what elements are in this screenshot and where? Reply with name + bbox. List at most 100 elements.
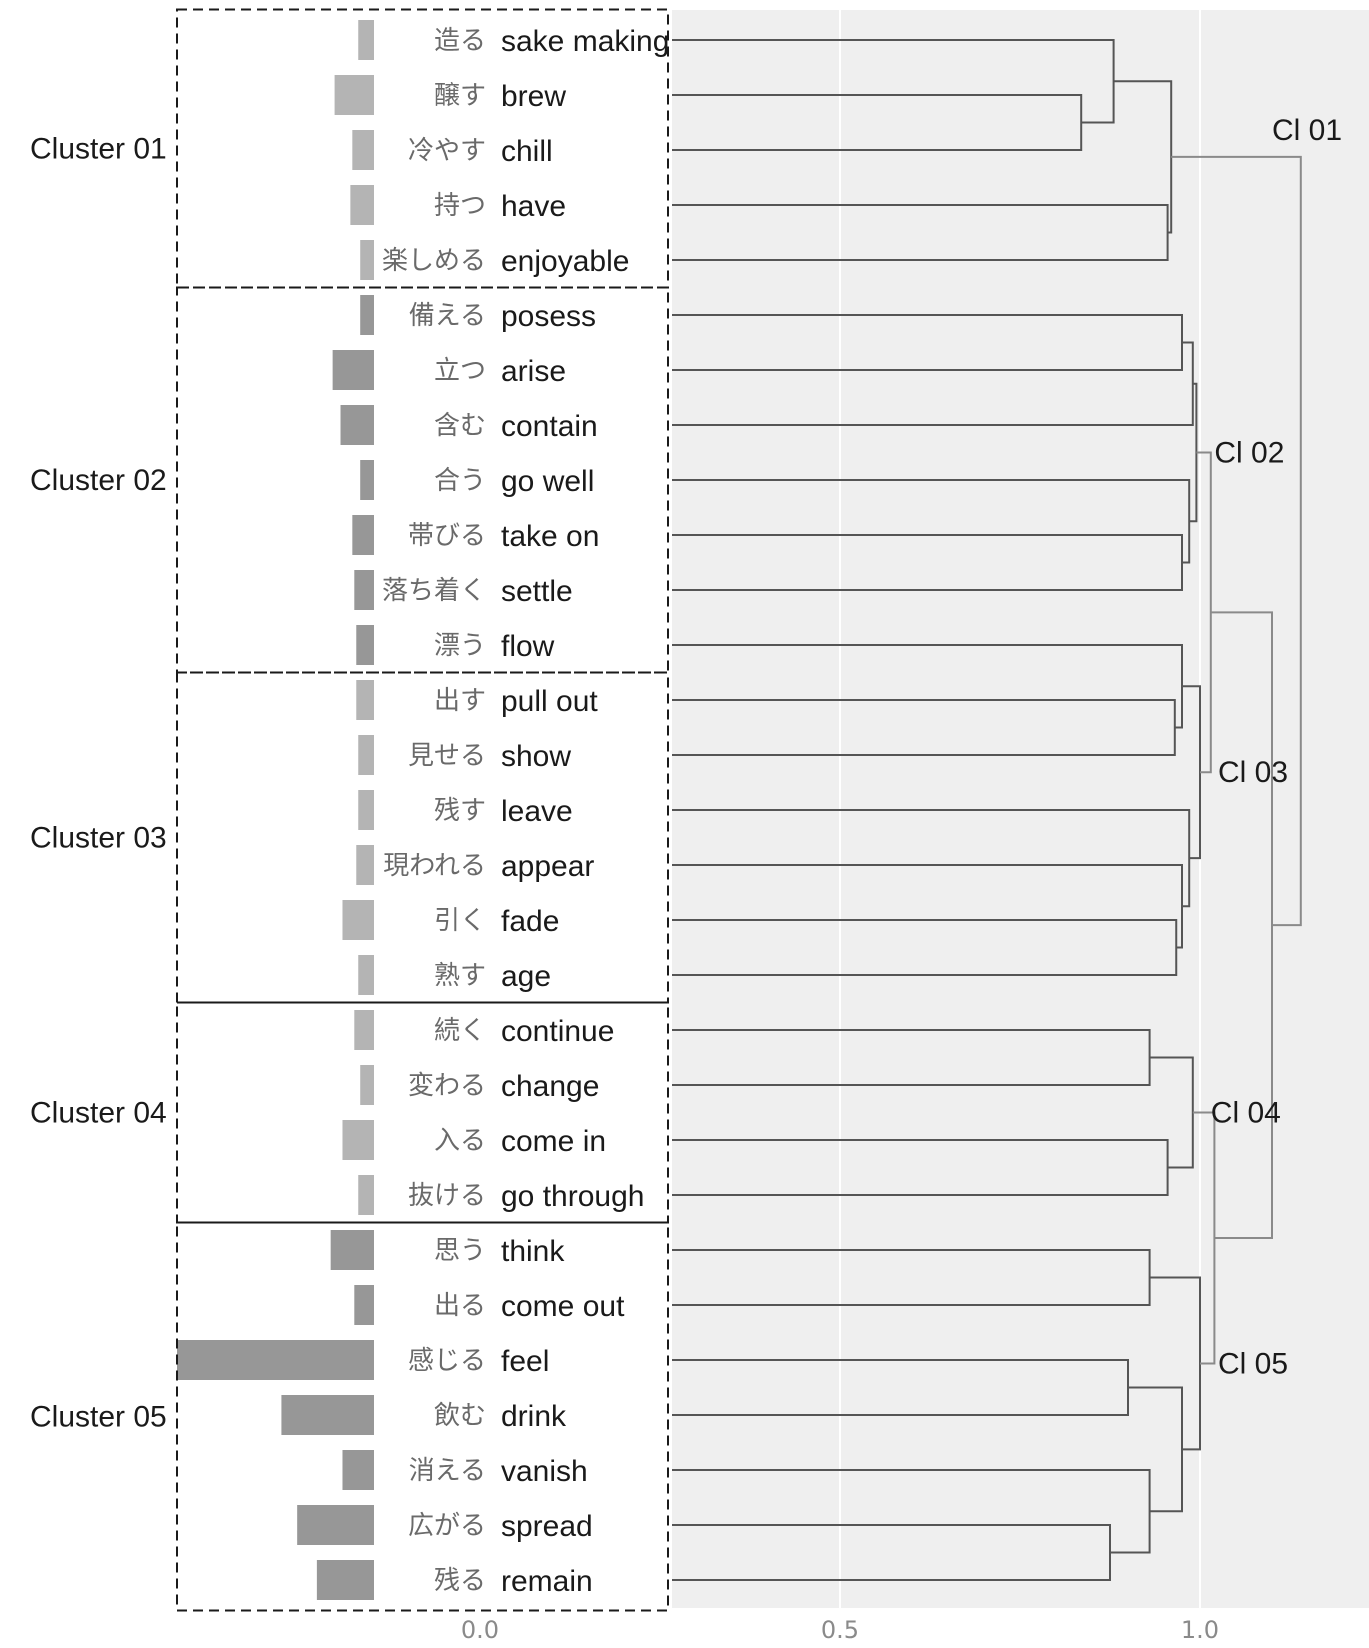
link-ROOT — [1171, 155, 1302, 927]
bar-10 — [354, 570, 374, 610]
cluster-label-4: Cluster 04 — [30, 1097, 167, 1130]
cluster-label-5: Cluster 05 — [30, 1401, 167, 1434]
word-en-label: come out — [501, 1290, 625, 1323]
x-axis-ticks: 0.0 0.5 1.0 — [461, 1616, 1219, 1644]
word-jp-label: 消える — [409, 1456, 486, 1486]
word-jp-label: 現われる — [383, 851, 486, 881]
bar-14 — [358, 790, 374, 830]
bar-27 — [297, 1505, 374, 1545]
word-en-label: continue — [501, 1015, 614, 1048]
cl-short-label-4: Cl 04 — [1211, 1097, 1281, 1130]
cluster-labels: Cluster 01 Cluster 02 Cluster 03 Cluster 04… — [30, 133, 167, 1434]
word-jp-label: 合う — [434, 466, 486, 496]
bar-5 — [360, 295, 374, 335]
word-jp-label: 残る — [434, 1566, 486, 1596]
word-en-label: drink — [501, 1400, 567, 1433]
word-en-label: change — [501, 1070, 599, 1103]
bar-2 — [352, 130, 374, 170]
word-jp-label: 変わる — [408, 1071, 486, 1101]
cluster-label-2: Cluster 02 — [30, 464, 167, 497]
word-en-label: go through — [501, 1180, 644, 1213]
word-jp-label: 見せる — [408, 741, 486, 771]
bar-6 — [332, 350, 374, 390]
bar-7 — [340, 405, 374, 445]
cluster-label-1: Cluster 01 — [30, 133, 167, 166]
bar-13 — [358, 735, 374, 775]
word-en-label: think — [501, 1235, 565, 1268]
word-jp-label: 思う — [434, 1236, 486, 1266]
cluster-box-3 — [176, 671, 669, 1004]
word-jp-label: 立つ — [434, 356, 486, 386]
word-jp-label: 落ち着く — [382, 576, 486, 606]
word-jp-label: 広がる — [408, 1511, 486, 1541]
word-jp-label: 冷やす — [408, 136, 486, 166]
cluster-box-5 — [176, 1221, 669, 1612]
word-en-label: posess — [501, 300, 596, 333]
word-jp-label: 出す — [434, 686, 486, 716]
word-en-label: chill — [501, 135, 553, 168]
bar-8 — [360, 460, 374, 500]
frequency-bars — [177, 20, 374, 1600]
word-jp-label: 帯びる — [408, 521, 486, 551]
word-en-label: feel — [501, 1345, 549, 1378]
word-jp-label: 備える — [409, 301, 486, 331]
word-jp-label: 残す — [434, 796, 486, 826]
bar-1 — [334, 75, 374, 115]
bar-28 — [316, 1560, 374, 1600]
bar-4 — [360, 240, 374, 280]
word-en-label: contain — [501, 410, 598, 443]
word-jp-label: 飲む — [434, 1401, 486, 1431]
word-en-label: take on — [501, 520, 599, 553]
bar-24 — [177, 1340, 374, 1380]
word-en-label: fade — [501, 905, 559, 938]
word-en-label: have — [501, 190, 566, 223]
word-jp-label: 入る — [434, 1126, 486, 1156]
bar-19 — [360, 1065, 374, 1105]
bar-20 — [342, 1120, 374, 1160]
word-en-label: vanish — [501, 1455, 588, 1488]
word-en-label: come in — [501, 1125, 606, 1158]
word-en-label: show — [501, 740, 571, 773]
word-en-label: brew — [501, 80, 566, 113]
word-jp-label: 醸す — [434, 81, 486, 111]
bar-0 — [358, 20, 374, 60]
word-en-label: spread — [501, 1510, 593, 1543]
bar-15 — [356, 845, 374, 885]
bar-9 — [352, 515, 374, 555]
word-jp-label: 造る — [434, 26, 486, 56]
word-en-label: enjoyable — [501, 245, 629, 278]
word-en-label: settle — [501, 575, 573, 608]
word-en-label: go well — [501, 465, 594, 498]
word-jp-label: 漂う — [434, 631, 486, 661]
bar-22 — [330, 1230, 374, 1270]
word-jp-label: 持つ — [434, 191, 486, 221]
word-jp-label: 感じる — [408, 1346, 486, 1376]
dendrogram-links — [672, 39, 1302, 1581]
cl-short-label-5: Cl 05 — [1218, 1347, 1288, 1380]
cluster-box-4 — [176, 1001, 669, 1224]
x-tick-label: 0.0 — [461, 1616, 499, 1644]
word-en-label: leave — [501, 795, 573, 828]
cluster-label-3: Cluster 03 — [30, 822, 167, 855]
bar-16 — [342, 900, 374, 940]
word-jp-label: 抜ける — [408, 1181, 486, 1211]
word-en-label: pull out — [501, 685, 598, 718]
bar-12 — [356, 680, 374, 720]
word-jp-label: 熟す — [434, 961, 486, 991]
bar-26 — [342, 1450, 374, 1490]
word-en-label: arise — [501, 355, 566, 388]
word-jp-label: 続く — [434, 1016, 486, 1046]
word-en-label: appear — [501, 850, 594, 883]
bar-3 — [350, 185, 374, 225]
x-tick-label: 0.5 — [821, 1616, 859, 1644]
cl-short-label-3: Cl 03 — [1218, 756, 1288, 789]
bar-11 — [356, 625, 374, 665]
cluster-short-labels: Cl 01 Cl 02 Cl 03 Cl 04 Cl 05 — [1211, 114, 1342, 1380]
word-en-label: sake making — [501, 25, 669, 58]
word-jp-label: 出る — [434, 1291, 486, 1321]
bar-18 — [354, 1010, 374, 1050]
word-jp-label: 含む — [434, 411, 486, 441]
cluster-boxes — [176, 8, 669, 1612]
cl-short-label-2: Cl 02 — [1214, 437, 1284, 470]
